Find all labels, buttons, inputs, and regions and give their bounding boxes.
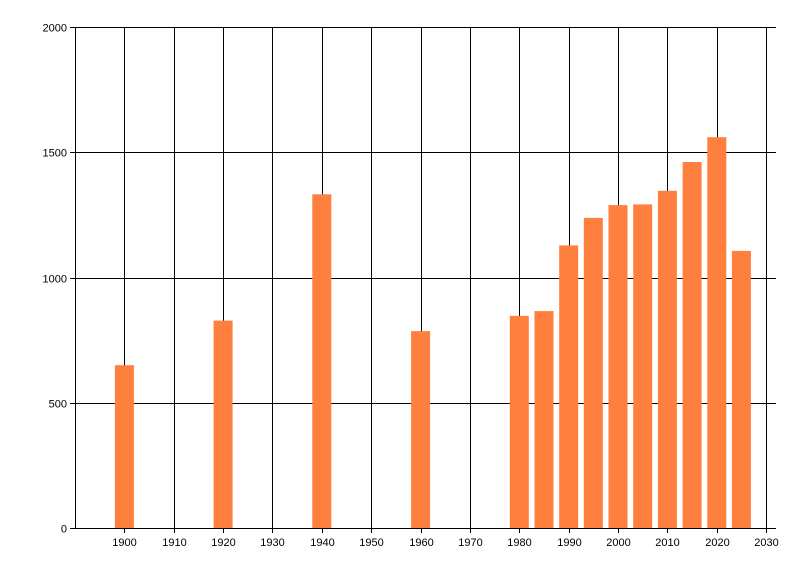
y-tick-label: 0	[61, 524, 67, 536]
y-tick-label: 1500	[43, 148, 67, 160]
x-tick-labels: 1900 1910 1920 1930 1940 1950 1960 1970 1980 1990…	[112, 537, 778, 549]
bar-1980	[509, 315, 529, 528]
x-tick-label: 1990	[557, 537, 581, 549]
bar-2010	[657, 190, 677, 529]
bar-1960	[411, 331, 431, 528]
y-tick-label: 500	[49, 399, 67, 411]
x-tick-label: 2020	[705, 537, 729, 549]
bar-1940	[312, 194, 332, 529]
x-tick-label: 1960	[409, 537, 433, 549]
x-tick-label: 2000	[606, 537, 630, 549]
bar-2025	[731, 250, 751, 528]
bar-1985	[534, 311, 554, 528]
y-tick-label: 1000	[43, 274, 67, 286]
bar-1990	[559, 245, 579, 528]
bar-2000	[608, 205, 628, 528]
bar-2015	[682, 162, 702, 528]
x-tick-label: 1970	[458, 537, 482, 549]
axes	[70, 27, 776, 533]
bars	[114, 137, 751, 529]
y-tick-labels: 0 500 1000 1500 2000	[43, 23, 67, 536]
bar-2020	[707, 137, 727, 528]
x-tick-label: 2010	[655, 537, 679, 549]
x-tick-label: 2030	[754, 537, 778, 549]
x-tick-label: 1950	[359, 537, 383, 549]
bar-1995	[583, 217, 603, 528]
bar-1920	[213, 320, 233, 528]
x-tick-label: 1940	[310, 537, 334, 549]
x-tick-label: 1920	[211, 537, 235, 549]
y-tick-label: 2000	[43, 23, 67, 35]
x-tick-label: 1900	[112, 537, 136, 549]
x-tick-label: 1910	[162, 537, 186, 549]
x-tick-label: 1980	[507, 537, 531, 549]
bar-2005	[633, 204, 653, 528]
bar-1900	[114, 365, 134, 528]
x-tick-label: 1930	[260, 537, 284, 549]
